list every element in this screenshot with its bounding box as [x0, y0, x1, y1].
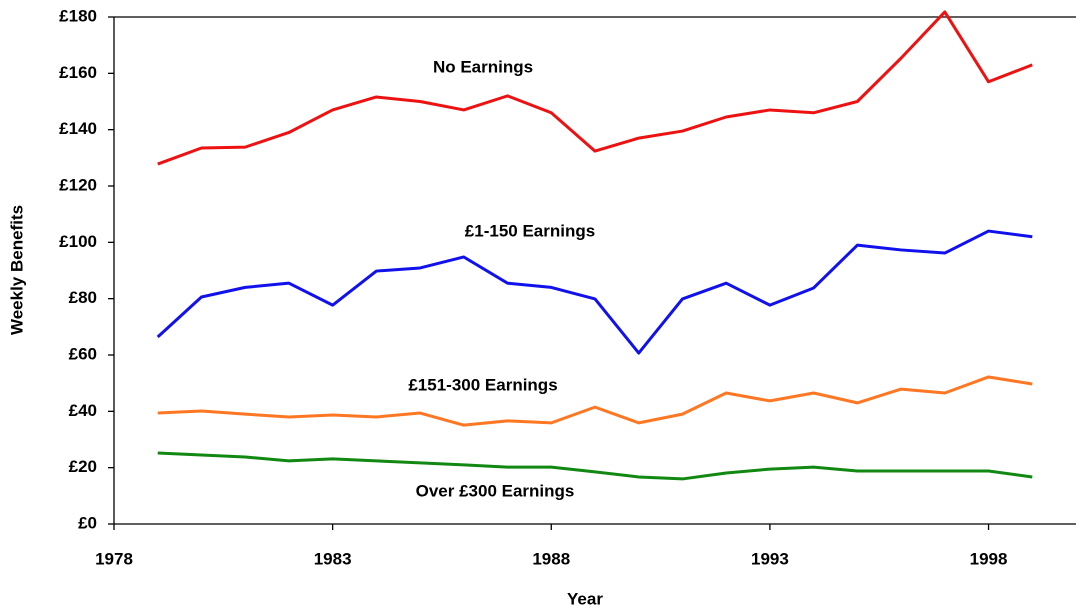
x-axis-title: Year — [567, 589, 603, 608]
y-tick-label: £20 — [69, 457, 97, 476]
x-tick-label: 1978 — [95, 549, 133, 568]
y-tick-label: £180 — [59, 6, 97, 25]
x-tick-label: 1998 — [970, 549, 1008, 568]
series-label: No Earnings — [433, 57, 533, 76]
y-tick-label: £80 — [69, 288, 97, 307]
series-line — [157, 451, 1033, 481]
y-tick-label: £60 — [69, 344, 97, 363]
series-label: £151-300 Earnings — [408, 375, 557, 394]
y-tick-label: £140 — [59, 119, 97, 138]
series-line — [157, 375, 1033, 427]
y-tick-label: £160 — [59, 63, 97, 82]
y-axis-title: Weekly Benefits — [7, 205, 26, 335]
y-tick-label: £0 — [78, 513, 97, 532]
series-label: Over £300 Earnings — [416, 481, 575, 500]
series-label: £1-150 Earnings — [465, 221, 595, 240]
series-line — [157, 10, 1033, 166]
series-line — [156, 229, 1033, 355]
x-tick-label: 1988 — [532, 549, 570, 568]
x-tick-label: 1983 — [314, 549, 352, 568]
y-tick-label: £40 — [69, 401, 97, 420]
y-tick-label: £120 — [59, 175, 97, 194]
y-tick-label: £100 — [59, 232, 97, 251]
x-tick-label: 1993 — [751, 549, 789, 568]
